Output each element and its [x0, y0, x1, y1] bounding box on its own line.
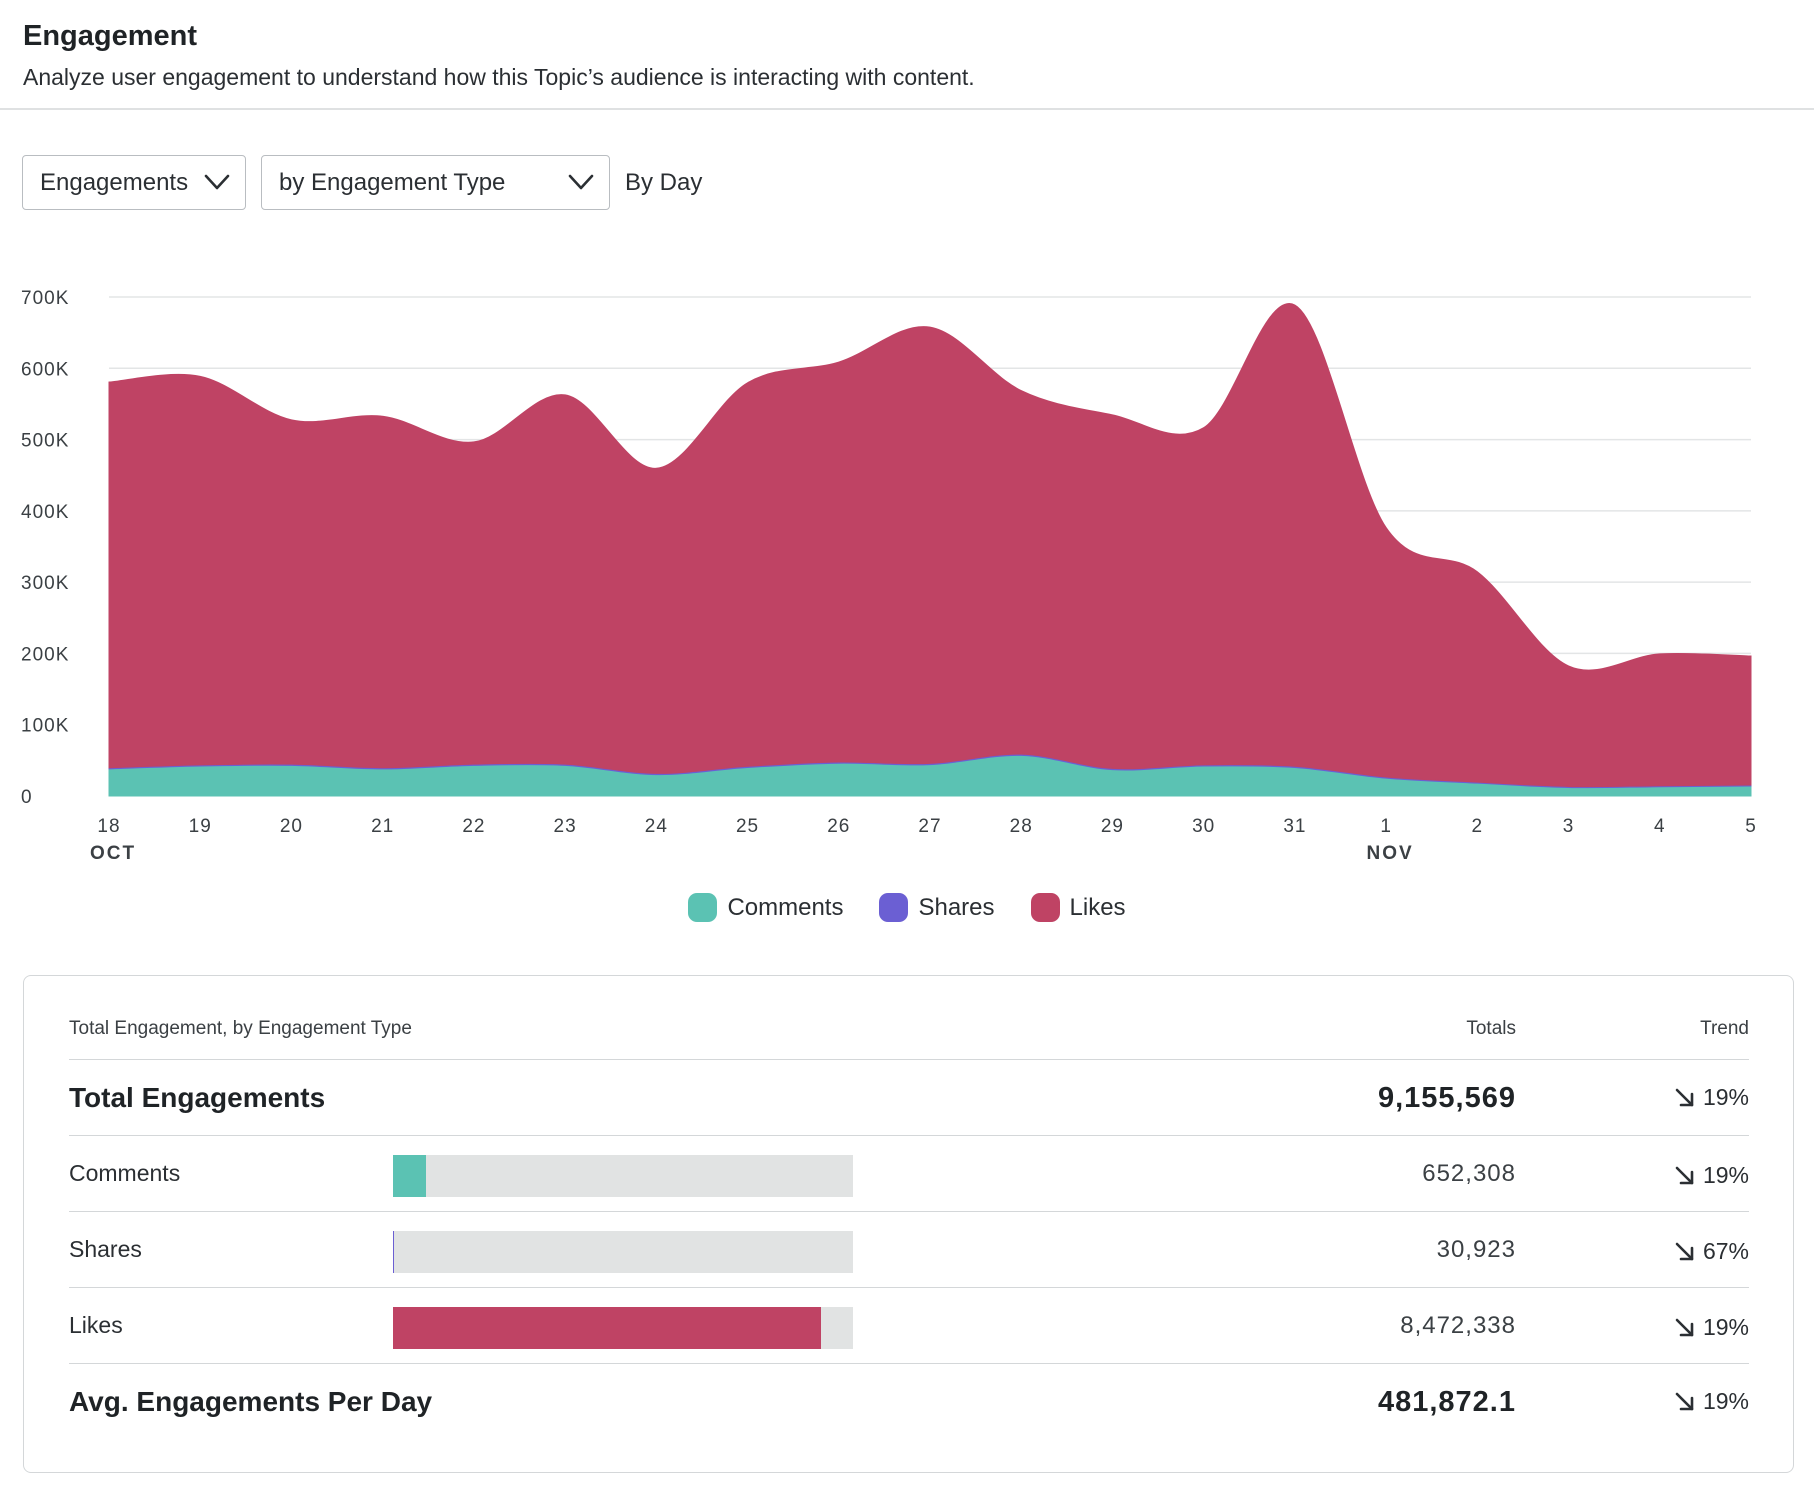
- y-tick-label: 300K: [21, 573, 69, 594]
- trend-down-arrow-icon: [1675, 1242, 1694, 1260]
- row-label: Shares: [69, 1236, 142, 1262]
- legend-swatch: [879, 893, 909, 922]
- row-total: 30,923: [1436, 1236, 1516, 1263]
- x-tick-label: 25: [736, 816, 759, 837]
- legend-swatch: [688, 893, 718, 922]
- trend-value: 19%: [1702, 1388, 1749, 1414]
- x-month-label: OCT: [90, 843, 136, 864]
- x-tick-label: 27: [918, 816, 941, 837]
- column-header-totals: Totals: [1466, 1018, 1516, 1039]
- y-tick-label: 100K: [21, 716, 69, 737]
- y-tick-label: 700K: [21, 288, 69, 309]
- x-tick-label: 19: [189, 816, 212, 837]
- x-tick-label: 24: [645, 816, 668, 837]
- share-bar-track: [393, 1231, 853, 1273]
- x-tick-label: 1: [1380, 816, 1392, 837]
- table-header: Total Engagement, by Engagement Type Tot…: [69, 1018, 1749, 1052]
- x-month-label: NOV: [1367, 843, 1414, 864]
- row-label: Total Engagements: [69, 1082, 326, 1113]
- interval-label: By Day: [625, 169, 703, 196]
- page-header: Engagement Analyze user engagement to un…: [0, 0, 1814, 110]
- legend-item-likes[interactable]: Likes: [1030, 893, 1126, 922]
- row-label: Comments: [69, 1160, 181, 1186]
- row-label: Likes: [69, 1312, 123, 1338]
- group-by-select[interactable]: by Engagement Type: [261, 155, 610, 210]
- column-header-trend: Trend: [1700, 1018, 1749, 1039]
- table-row: Total Engagements 9,155,569 19%: [69, 1059, 1749, 1135]
- row-total: 8,472,338: [1400, 1312, 1516, 1339]
- share-bar-fill: [393, 1231, 395, 1273]
- trend-down-arrow-icon: [1675, 1088, 1694, 1106]
- y-tick-label: 400K: [21, 502, 69, 523]
- trend-down-arrow-icon: [1675, 1166, 1694, 1184]
- group-by-select-value: by Engagement Type: [279, 168, 506, 196]
- table-row: Shares 30,923 67%: [69, 1211, 1749, 1287]
- row-total: 481,872.1: [1377, 1386, 1516, 1418]
- share-bar-track: [393, 1307, 853, 1349]
- trend-down-arrow-icon: [1675, 1392, 1694, 1410]
- y-tick-label: 600K: [21, 359, 69, 380]
- x-tick-label: 26: [827, 816, 850, 837]
- trend-value: 67%: [1702, 1238, 1749, 1264]
- share-bar-fill: [393, 1155, 426, 1197]
- y-tick-label: 500K: [21, 431, 69, 452]
- x-tick-label: 20: [280, 816, 303, 837]
- trend-value: 19%: [1702, 1314, 1749, 1340]
- x-tick-label: 5: [1745, 816, 1757, 837]
- legend-label: Shares: [918, 893, 995, 921]
- table-row: Comments 652,308 19%: [69, 1135, 1749, 1211]
- table-row: Avg. Engagements Per Day 481,872.1 19%: [69, 1363, 1749, 1439]
- area-likes: [108, 303, 1752, 788]
- chevron-down-icon: [568, 174, 594, 190]
- share-bar-fill: [393, 1307, 821, 1349]
- x-tick-label: 22: [462, 816, 485, 837]
- x-tick-label: 30: [1192, 816, 1215, 837]
- chevron-down-icon: [204, 174, 230, 190]
- trend-value: 19%: [1702, 1084, 1749, 1110]
- metric-select-value: Engagements: [40, 168, 189, 196]
- legend-swatch: [1030, 893, 1060, 922]
- x-tick-label: 4: [1654, 816, 1666, 837]
- legend-item-comments[interactable]: Comments: [688, 893, 843, 922]
- x-tick-label: 23: [554, 816, 577, 837]
- legend-label: Comments: [727, 893, 844, 921]
- row-label: Avg. Engagements Per Day: [69, 1386, 433, 1417]
- row-trend: 19%: [1673, 1162, 1749, 1189]
- row-total: 652,308: [1422, 1160, 1516, 1187]
- legend-label: Likes: [1069, 893, 1126, 921]
- table-heading: Total Engagement, by Engagement Type: [69, 1018, 412, 1039]
- x-tick-label: 29: [1101, 816, 1124, 837]
- row-trend: 67%: [1673, 1238, 1749, 1265]
- trend-down-arrow-icon: [1675, 1318, 1694, 1336]
- metric-select[interactable]: Engagements: [22, 155, 246, 210]
- y-tick-label: 0: [21, 787, 33, 808]
- x-tick-label: 21: [371, 816, 394, 837]
- row-total: 9,155,569: [1377, 1082, 1516, 1114]
- trend-value: 19%: [1702, 1162, 1749, 1188]
- engagement-summary-card: Total Engagement, by Engagement Type Tot…: [23, 975, 1794, 1473]
- y-tick-label: 200K: [21, 644, 69, 665]
- row-trend: 19%: [1673, 1084, 1749, 1111]
- page-subtitle: Analyze user engagement to understand ho…: [23, 64, 975, 90]
- share-bar-track: [393, 1155, 853, 1197]
- x-tick-label: 2: [1472, 816, 1484, 837]
- table-row: Likes 8,472,338 19%: [69, 1287, 1749, 1363]
- row-trend: 19%: [1673, 1388, 1749, 1415]
- chart-legend: Comments Shares Likes: [0, 893, 1814, 922]
- x-tick-label: 18: [97, 816, 120, 837]
- x-tick-label: 28: [1010, 816, 1033, 837]
- row-trend: 19%: [1673, 1314, 1749, 1341]
- x-tick-label: 31: [1283, 816, 1306, 837]
- page-title: Engagement: [23, 20, 198, 52]
- legend-item-shares[interactable]: Shares: [879, 893, 995, 922]
- x-tick-label: 3: [1563, 816, 1575, 837]
